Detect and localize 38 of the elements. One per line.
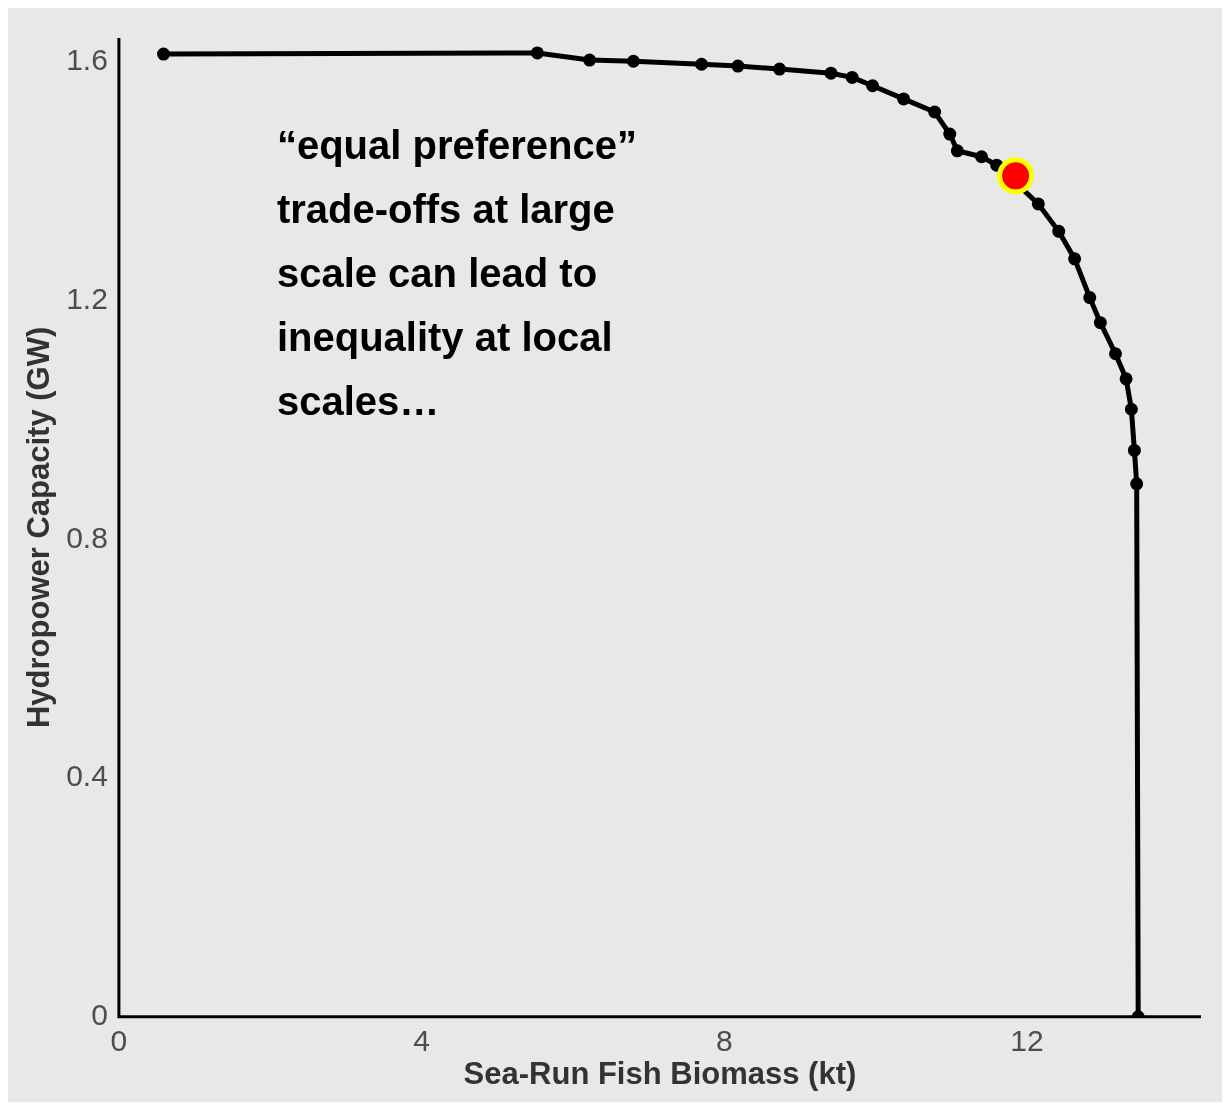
point — [1108, 347, 1122, 361]
point — [845, 70, 859, 84]
x-tick-label: 4 — [413, 1024, 430, 1058]
point — [928, 105, 942, 119]
x-tick-label: 8 — [715, 1024, 733, 1058]
point — [1093, 316, 1107, 330]
point — [1068, 252, 1082, 266]
point — [731, 59, 745, 73]
point — [773, 62, 787, 76]
point — [695, 57, 709, 71]
point — [950, 144, 964, 158]
x-tick-label: 12 — [1010, 1024, 1044, 1058]
y-tick-label: 1.6 — [66, 43, 108, 77]
point — [583, 53, 597, 67]
point — [1127, 443, 1141, 457]
y-tick-label: 0.8 — [66, 520, 108, 554]
point — [157, 47, 171, 61]
point — [990, 158, 1004, 172]
point — [1031, 197, 1045, 211]
point — [530, 46, 544, 60]
point — [1052, 224, 1066, 238]
y-axis-title: Hydropower Capacity (GW) — [21, 326, 57, 729]
y-tick-label: 1.2 — [66, 281, 108, 315]
point — [824, 66, 838, 80]
y-tick-label: 0.4 — [66, 759, 108, 793]
point — [943, 127, 957, 141]
point — [1124, 402, 1138, 416]
point — [975, 150, 989, 164]
point — [897, 92, 911, 106]
point — [866, 79, 880, 93]
point — [1130, 477, 1144, 491]
x-axis-title: Sea-Run Fish Biomass (kt) — [463, 1055, 857, 1091]
point — [997, 157, 1035, 195]
point — [626, 54, 640, 68]
point — [1083, 291, 1097, 305]
y-tick-label: 0 — [91, 998, 108, 1032]
annotation: “equal preference” trade-offs at large scale can lead to inequality at local scales… — [276, 123, 638, 424]
point — [1119, 372, 1133, 386]
